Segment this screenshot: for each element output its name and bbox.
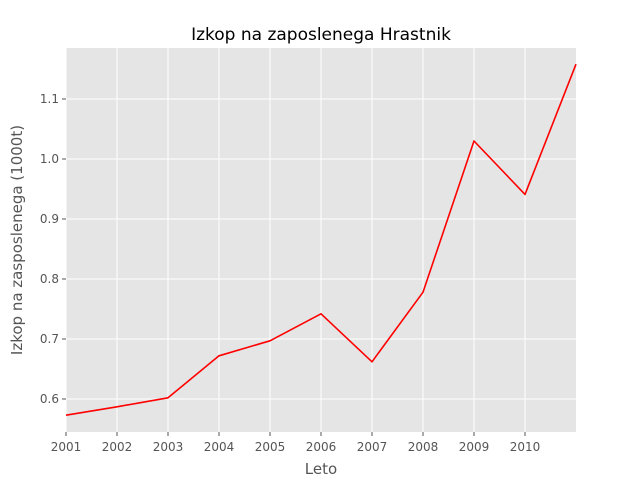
x-axis-label: Leto (305, 460, 337, 478)
chart-title: Izkop na zaposlenega Hrastnik (191, 25, 451, 45)
x-tick-label: 2007 (357, 440, 388, 454)
y-axis: 0.6 0.7 0.8 0.9 1.0 1.1 (40, 92, 66, 406)
y-tick-label: 0.6 (40, 392, 59, 406)
x-tick-label: 2004 (204, 440, 235, 454)
y-tick-label: 1.1 (40, 92, 59, 106)
gridlines (65, 48, 576, 432)
x-tick-label: 2003 (153, 440, 184, 454)
x-tick-label: 2006 (306, 440, 337, 454)
x-tick-label: 2010 (510, 440, 541, 454)
x-tick-label: 2002 (102, 440, 133, 454)
y-tick-label: 0.8 (40, 272, 59, 286)
y-tick-label: 0.9 (40, 212, 59, 226)
x-tick-label: 2001 (51, 440, 82, 454)
y-tick-label: 0.7 (40, 332, 59, 346)
series-layer (65, 63, 577, 416)
x-tick-label: 2009 (459, 440, 490, 454)
y-tick-label: 1.0 (40, 152, 59, 166)
x-tick-label: 2008 (408, 440, 439, 454)
y-axis-label: Izkop na zasposlenega (1000t) (8, 125, 26, 355)
x-tick-label: 2005 (255, 440, 286, 454)
x-axis: 2001 2002 2003 2004 2005 2006 2007 2008 2009 2010 (51, 432, 541, 454)
